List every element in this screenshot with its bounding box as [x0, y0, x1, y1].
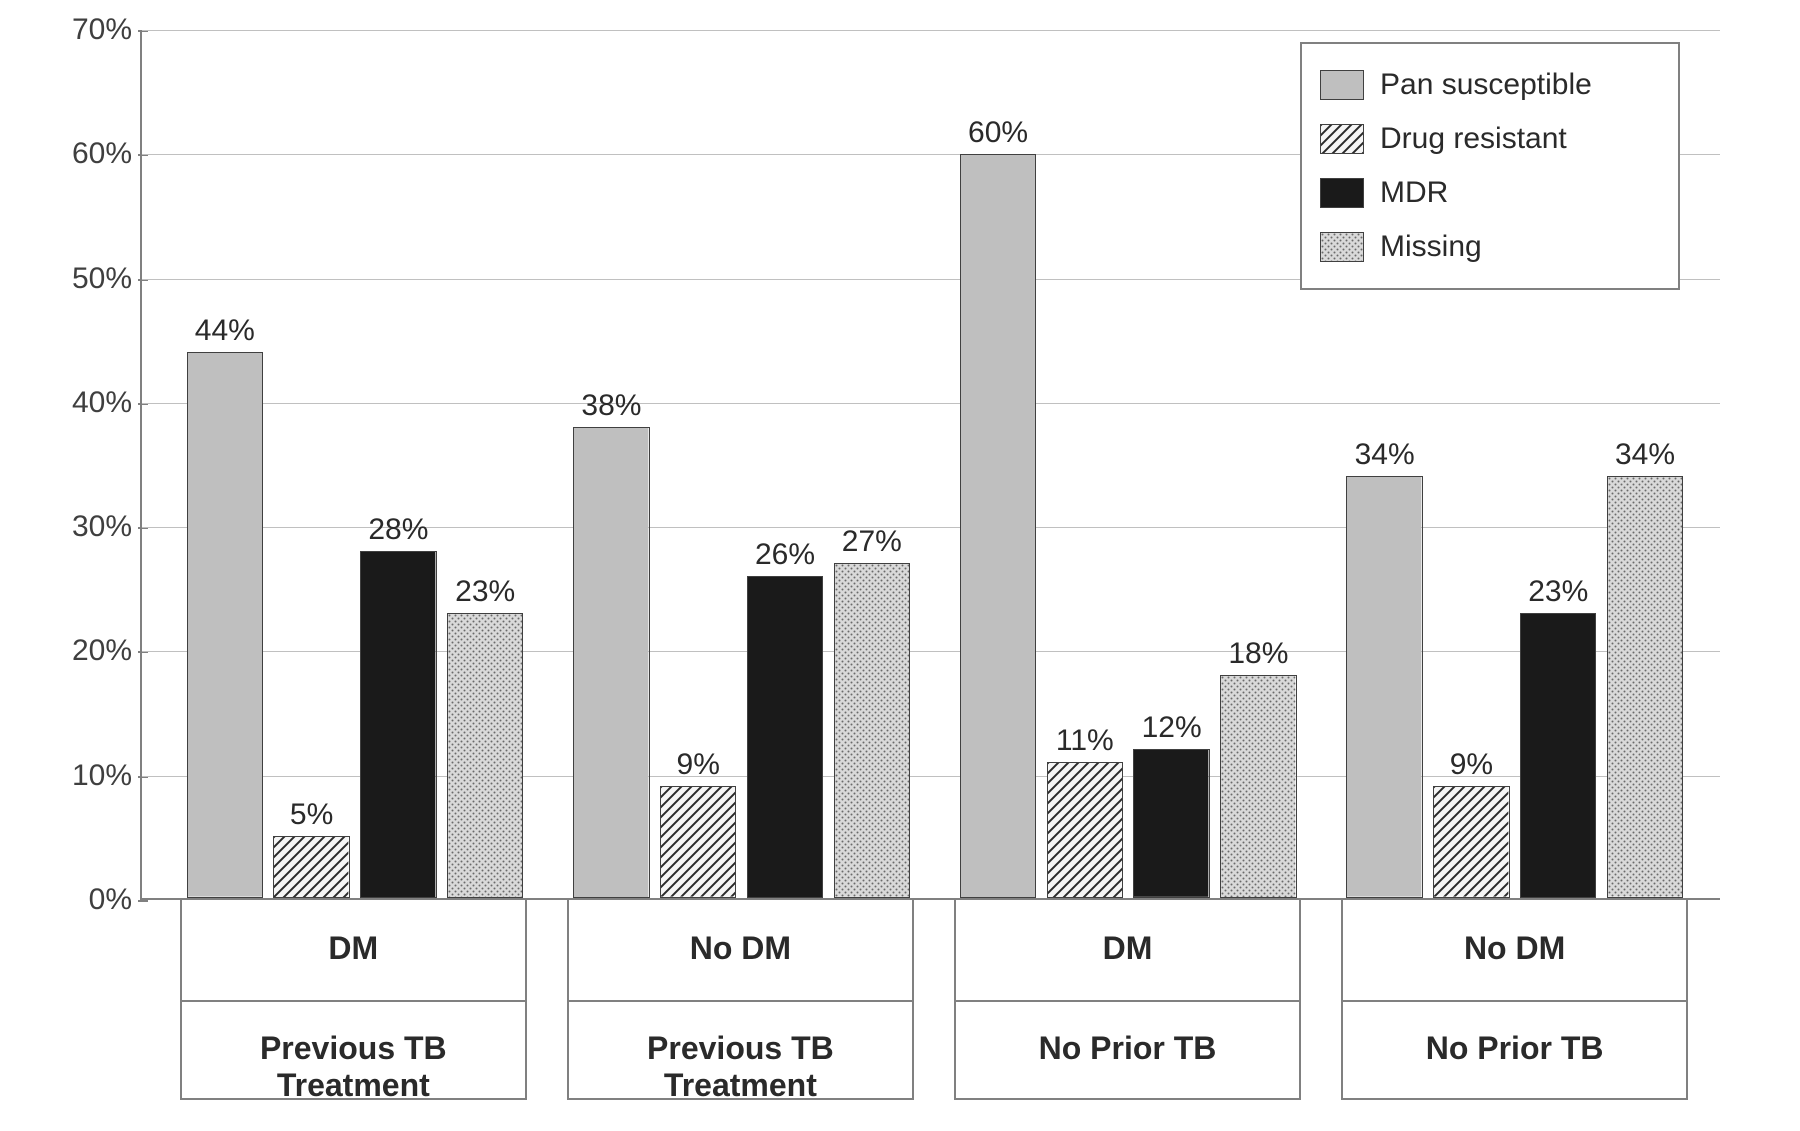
bar-value-label: 27% — [802, 525, 942, 559]
x-category-box: DMPrevious TB Treatment — [180, 900, 528, 1100]
y-tick-label: 30% — [42, 510, 132, 544]
x-category-top-label: No DM — [1343, 930, 1687, 967]
chart: 0%10%20%30%40%50%60%70% 44%5%28%23%38%9%… — [40, 20, 1760, 1110]
y-tick-label: 60% — [42, 137, 132, 171]
bar-value-label: 38% — [541, 389, 681, 423]
bar — [660, 786, 736, 898]
legend-label: Pan susceptible — [1380, 68, 1592, 102]
y-tick-label: 0% — [42, 883, 132, 917]
legend-swatch — [1320, 178, 1364, 208]
bar — [1220, 675, 1296, 898]
y-tick-label: 70% — [42, 13, 132, 47]
bar-value-label: 60% — [928, 116, 1068, 150]
legend-swatch — [1320, 70, 1364, 100]
bar-value-label: 28% — [328, 513, 468, 547]
bar — [1520, 613, 1596, 898]
x-category-bottom-label: Previous TB Treatment — [182, 1030, 526, 1104]
bar-group: 44%5%28%23% — [181, 30, 528, 898]
legend-item: MDR — [1320, 166, 1660, 220]
x-axis: DMPrevious TB TreatmentNo DMPrevious TB … — [140, 900, 1720, 1100]
y-axis: 0%10%20%30%40%50%60%70% — [40, 30, 140, 900]
bar — [573, 427, 649, 898]
legend-item: Pan susceptible — [1320, 58, 1660, 112]
y-tick-label: 10% — [42, 759, 132, 793]
bar — [447, 613, 523, 898]
legend-label: Drug resistant — [1380, 122, 1567, 156]
legend: Pan susceptible Drug resistant MDR Missing — [1300, 42, 1680, 290]
x-category-bottom-label: Previous TB Treatment — [569, 1030, 913, 1104]
x-category-top-label: DM — [956, 930, 1300, 967]
legend-swatch — [1320, 232, 1364, 262]
bar — [1433, 786, 1509, 898]
bar-value-label: 18% — [1188, 637, 1328, 671]
bar — [834, 563, 910, 898]
x-category-bottom-label: No Prior TB — [1343, 1030, 1687, 1067]
legend-label: MDR — [1380, 176, 1448, 210]
legend-item: Drug resistant — [1320, 112, 1660, 166]
bar-value-label: 34% — [1315, 438, 1455, 472]
y-tick-label: 20% — [42, 634, 132, 668]
x-category-bottom-label: No Prior TB — [956, 1030, 1300, 1067]
bar — [747, 576, 823, 898]
legend-swatch — [1320, 124, 1364, 154]
y-tick-label: 50% — [42, 262, 132, 296]
x-category-top-label: DM — [182, 930, 526, 967]
bar-group: 38%9%26%27% — [568, 30, 915, 898]
y-tick-label: 40% — [42, 386, 132, 420]
bar — [1346, 476, 1422, 898]
plot-area: 44%5%28%23%38%9%26%27%60%11%12%18%34%9%2… — [140, 30, 1720, 900]
x-category-top-label: No DM — [569, 930, 913, 967]
x-category-box: No DM No Prior TB — [1341, 900, 1689, 1100]
bar-value-label: 34% — [1575, 438, 1715, 472]
bar-group: 60%11%12%18% — [955, 30, 1302, 898]
bar — [1047, 762, 1123, 898]
x-category-box: No DMPrevious TB Treatment — [567, 900, 915, 1100]
bar — [1133, 749, 1209, 898]
legend-label: Missing — [1380, 230, 1482, 264]
bar — [960, 154, 1036, 898]
x-category-box: DM No Prior TB — [954, 900, 1302, 1100]
legend-item: Missing — [1320, 220, 1660, 274]
bar — [273, 836, 349, 898]
bar-value-label: 23% — [415, 575, 555, 609]
bar — [1607, 476, 1683, 898]
bar-value-label: 44% — [155, 314, 295, 348]
